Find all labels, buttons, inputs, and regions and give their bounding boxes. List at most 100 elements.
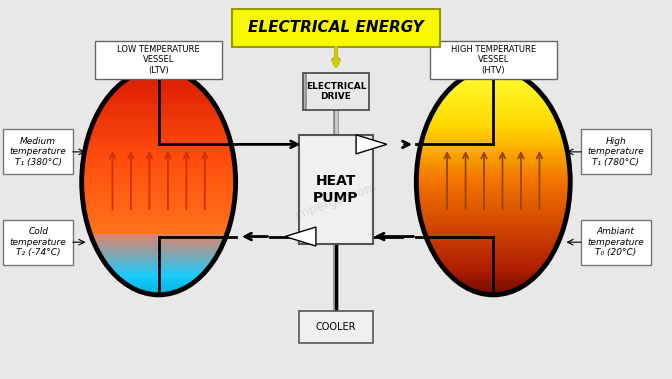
Bar (79, 232, 239, 233)
Bar (303, 73, 305, 111)
Bar (79, 265, 239, 266)
Bar (79, 149, 239, 150)
Bar (79, 104, 239, 105)
Bar (79, 233, 239, 234)
Bar (413, 243, 574, 244)
Bar (413, 173, 574, 174)
Bar (304, 73, 306, 111)
Bar (79, 206, 239, 207)
Bar (79, 147, 239, 148)
Bar (413, 110, 574, 111)
Bar (79, 140, 239, 141)
Bar (413, 74, 574, 75)
Bar (413, 180, 574, 181)
Bar (303, 73, 306, 111)
Bar (413, 162, 574, 163)
Bar (79, 270, 239, 271)
Bar (79, 100, 239, 101)
Bar (413, 226, 574, 227)
Bar (79, 240, 239, 241)
Bar (413, 174, 574, 175)
Bar (79, 93, 239, 94)
Bar (413, 172, 574, 173)
Bar (79, 269, 239, 270)
Bar (413, 131, 574, 132)
Bar (413, 283, 574, 285)
Bar (413, 262, 574, 263)
Bar (304, 73, 307, 111)
Bar (413, 247, 574, 249)
Bar (79, 145, 239, 146)
Text: HIGH TEMPERATURE
VESSEL
(HTV): HIGH TEMPERATURE VESSEL (HTV) (451, 45, 536, 75)
Bar (413, 213, 574, 214)
Bar (413, 221, 574, 222)
Bar (79, 83, 239, 84)
Bar (79, 130, 239, 131)
Bar (79, 109, 239, 110)
Bar (413, 97, 574, 99)
Bar (413, 99, 574, 100)
Bar (413, 208, 574, 209)
Bar (79, 217, 239, 218)
Bar (79, 80, 239, 81)
Bar (413, 119, 574, 120)
Bar (413, 189, 574, 190)
Bar (304, 73, 306, 111)
Bar (79, 152, 239, 153)
Bar (304, 73, 306, 111)
Bar (79, 153, 239, 154)
Bar (413, 95, 574, 96)
Bar (413, 253, 574, 254)
Bar (413, 71, 574, 72)
Bar (79, 277, 239, 278)
Bar (413, 129, 574, 130)
Bar (79, 243, 239, 244)
Bar (413, 236, 574, 237)
Bar (413, 69, 574, 70)
Bar (413, 75, 574, 76)
Bar (413, 169, 574, 171)
Bar (413, 124, 574, 125)
Bar (304, 73, 306, 111)
Text: LOW TEMPERATURE
VESSEL
(LTV): LOW TEMPERATURE VESSEL (LTV) (118, 45, 200, 75)
Bar (79, 271, 239, 272)
Bar (413, 254, 574, 255)
Bar (413, 87, 574, 88)
Bar (79, 89, 239, 91)
Bar (79, 87, 239, 88)
Bar (413, 274, 574, 276)
Bar (413, 190, 574, 191)
Bar (79, 84, 239, 85)
Bar (413, 171, 574, 172)
Bar (79, 235, 239, 236)
Bar (413, 281, 574, 282)
Bar (413, 220, 574, 221)
Bar (79, 110, 239, 111)
Bar (79, 164, 239, 165)
Bar (413, 279, 574, 280)
Bar (79, 229, 239, 230)
Bar (413, 157, 574, 158)
Bar (413, 224, 574, 225)
Bar (79, 293, 239, 294)
Bar (79, 69, 239, 70)
Bar (413, 81, 574, 83)
Bar (413, 86, 574, 87)
Bar (413, 273, 574, 274)
Bar (413, 263, 574, 265)
Bar (79, 228, 239, 229)
Bar (79, 121, 239, 122)
Bar (413, 230, 574, 232)
Bar (413, 138, 574, 139)
Bar (79, 250, 239, 251)
Bar (413, 210, 574, 211)
Bar (413, 235, 574, 236)
Text: impergar.com: impergar.com (293, 180, 379, 222)
Bar (304, 73, 306, 111)
Bar (79, 137, 239, 138)
Bar (413, 214, 574, 215)
Bar (413, 259, 574, 260)
Bar (413, 215, 574, 216)
Bar (413, 250, 574, 251)
Bar (79, 106, 239, 108)
